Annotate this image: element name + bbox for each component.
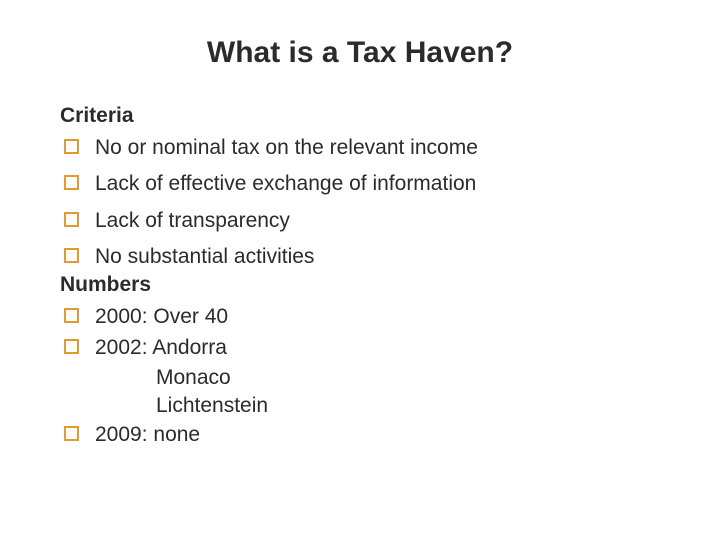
square-bullet-icon bbox=[64, 426, 79, 441]
numbers-item-text: 2002: Andorra bbox=[95, 334, 227, 362]
numbers-subitem: Monaco bbox=[156, 364, 660, 392]
numbers-item-text: 2000: Over 40 bbox=[95, 303, 228, 331]
square-bullet-icon bbox=[64, 175, 79, 190]
criteria-item: No substantial activities bbox=[60, 243, 660, 271]
square-bullet-icon bbox=[64, 308, 79, 323]
square-bullet-icon bbox=[64, 339, 79, 354]
numbers-subitem: Lichtenstein bbox=[156, 392, 660, 420]
criteria-item-text: No substantial activities bbox=[95, 243, 314, 271]
criteria-heading: Criteria bbox=[60, 104, 660, 128]
numbers-item: 2000: Over 40 bbox=[60, 303, 660, 331]
slide-title: What is a Tax Haven? bbox=[60, 36, 660, 70]
criteria-item: No or nominal tax on the relevant income bbox=[60, 134, 660, 162]
numbers-item-text: 2009: none bbox=[95, 421, 200, 449]
criteria-item-text: Lack of effective exchange of informatio… bbox=[95, 170, 476, 198]
square-bullet-icon bbox=[64, 139, 79, 154]
criteria-item: Lack of transparency bbox=[60, 207, 660, 235]
square-bullet-icon bbox=[64, 212, 79, 227]
numbers-item: 2002: Andorra bbox=[60, 334, 660, 362]
criteria-item-text: No or nominal tax on the relevant income bbox=[95, 134, 478, 162]
criteria-item-text: Lack of transparency bbox=[95, 207, 290, 235]
criteria-item: Lack of effective exchange of informatio… bbox=[60, 170, 660, 198]
slide: What is a Tax Haven? Criteria No or nomi… bbox=[0, 0, 720, 540]
numbers-item: 2009: none bbox=[60, 421, 660, 449]
numbers-heading: Numbers bbox=[60, 273, 660, 297]
square-bullet-icon bbox=[64, 248, 79, 263]
